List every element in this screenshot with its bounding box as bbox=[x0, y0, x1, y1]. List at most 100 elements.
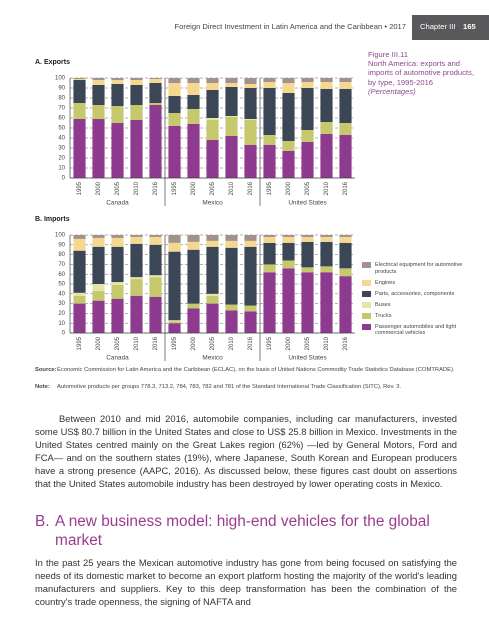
legend-item: Electrical equipment for automotive prod… bbox=[362, 262, 484, 275]
bar-segment bbox=[130, 105, 143, 120]
bar-segment bbox=[244, 311, 257, 333]
legend-item: Trucks bbox=[362, 312, 484, 320]
legend-label: Parts, accessories, components bbox=[375, 290, 455, 297]
y-tick-label: 40 bbox=[58, 291, 65, 297]
bar-segment bbox=[225, 87, 238, 116]
bar-segment bbox=[149, 275, 162, 278]
legend-item: Buses bbox=[362, 301, 484, 309]
legend-label: Electrical equipment for automotive prod… bbox=[375, 262, 463, 275]
bar-segment bbox=[301, 272, 314, 333]
legend-item: Parts, accessories, components bbox=[362, 290, 484, 298]
bar-segment bbox=[320, 78, 333, 82]
bar-segment bbox=[282, 235, 295, 237]
bar-segment bbox=[339, 78, 352, 82]
x-tick-label: 2010 bbox=[324, 181, 330, 195]
bar-segment bbox=[301, 241, 314, 268]
bar-segment bbox=[263, 145, 276, 178]
legend-swatch bbox=[362, 323, 371, 330]
legend-label: Buses bbox=[375, 301, 391, 308]
bar-segment bbox=[263, 272, 276, 333]
bar-segment bbox=[92, 85, 105, 105]
x-tick-label: 2000 bbox=[96, 336, 102, 350]
x-tick-label: 1995 bbox=[172, 336, 178, 350]
x-tick-label: 2005 bbox=[115, 181, 121, 195]
bar-segment bbox=[149, 244, 162, 276]
bar-segment bbox=[73, 80, 86, 103]
bar-segment bbox=[282, 93, 295, 141]
bar-segment bbox=[73, 238, 86, 251]
paragraph: Between 2010 and mid 2016, automobile co… bbox=[35, 413, 457, 489]
y-tick-label: 10 bbox=[58, 321, 65, 327]
legend-item: Passenger automobiles and light commerci… bbox=[362, 323, 484, 337]
bar-segment bbox=[168, 78, 181, 83]
bar-segment bbox=[282, 242, 295, 261]
bar-segment bbox=[244, 84, 257, 88]
bar-segment bbox=[282, 260, 295, 269]
x-tick-label: 2000 bbox=[286, 336, 292, 350]
x-tick-label: 2016 bbox=[153, 336, 159, 350]
bar-segment bbox=[339, 123, 352, 135]
bar-segment bbox=[339, 242, 352, 269]
bar-segment bbox=[320, 82, 333, 89]
bar-segment bbox=[168, 126, 181, 178]
y-tick-label: 30 bbox=[58, 146, 65, 152]
bar-segment bbox=[168, 242, 181, 252]
bar-segment bbox=[225, 116, 238, 117]
bar-segment bbox=[244, 240, 257, 247]
bar-segment bbox=[244, 235, 257, 241]
bar-segment bbox=[206, 90, 219, 118]
x-tick-label: 1995 bbox=[172, 181, 178, 195]
header-title: Foreign Direct Investment in Latin Ameri… bbox=[174, 22, 406, 31]
bar-segment bbox=[187, 78, 200, 83]
bar-segment bbox=[168, 321, 181, 324]
bar-segment bbox=[130, 295, 143, 333]
bar-segment bbox=[282, 78, 295, 83]
bar-segment bbox=[73, 250, 86, 293]
bar-segment bbox=[168, 251, 181, 321]
bar-segment bbox=[225, 304, 238, 311]
figure-title: North America: exports and imports of au… bbox=[368, 59, 474, 87]
bar-segment bbox=[149, 79, 162, 83]
bar-segment bbox=[149, 236, 162, 245]
bar-segment bbox=[73, 78, 86, 79]
bar-segment bbox=[92, 246, 105, 284]
bar-segment bbox=[320, 241, 333, 267]
x-tick-label: 2010 bbox=[134, 181, 140, 195]
bar-segment bbox=[206, 120, 219, 140]
bar-segment bbox=[130, 85, 143, 105]
source-text: Economic Commission for Latin America an… bbox=[57, 367, 455, 373]
bar-segment bbox=[187, 109, 200, 124]
y-tick-label: 80 bbox=[58, 252, 65, 258]
legend-swatch bbox=[362, 312, 371, 319]
bar-segment bbox=[73, 292, 86, 296]
note: Note: Automotive products per groups 778.… bbox=[35, 384, 455, 391]
note-label: Note: bbox=[35, 384, 50, 390]
note-text: Automotive products per groups 778.3, 71… bbox=[57, 384, 402, 390]
bar-segment bbox=[92, 237, 105, 247]
bar-segment bbox=[225, 310, 238, 333]
bar-segment bbox=[206, 303, 219, 333]
y-tick-label: 70 bbox=[58, 106, 65, 112]
x-tick-label: 2010 bbox=[229, 336, 235, 350]
bar-segment bbox=[111, 106, 124, 123]
bar-segment bbox=[73, 79, 86, 80]
x-tick-label: 2005 bbox=[305, 336, 311, 350]
bar-segment bbox=[339, 135, 352, 178]
bar-segment bbox=[187, 241, 200, 250]
bar-segment bbox=[244, 88, 257, 119]
bar-segment bbox=[92, 284, 105, 291]
bar-segment bbox=[244, 145, 257, 178]
bar-segment bbox=[263, 235, 276, 237]
bar-segment bbox=[111, 84, 124, 106]
legend: Electrical equipment for automotive prod… bbox=[362, 262, 484, 341]
bar-segment bbox=[73, 119, 86, 178]
bar-segment bbox=[244, 246, 257, 306]
bar-segment bbox=[206, 293, 219, 296]
y-tick-label: 20 bbox=[58, 311, 65, 317]
legend-swatch bbox=[362, 290, 371, 297]
x-tick-label: 1995 bbox=[267, 336, 273, 350]
y-tick-label: 20 bbox=[58, 156, 65, 162]
bar-segment bbox=[130, 120, 143, 178]
